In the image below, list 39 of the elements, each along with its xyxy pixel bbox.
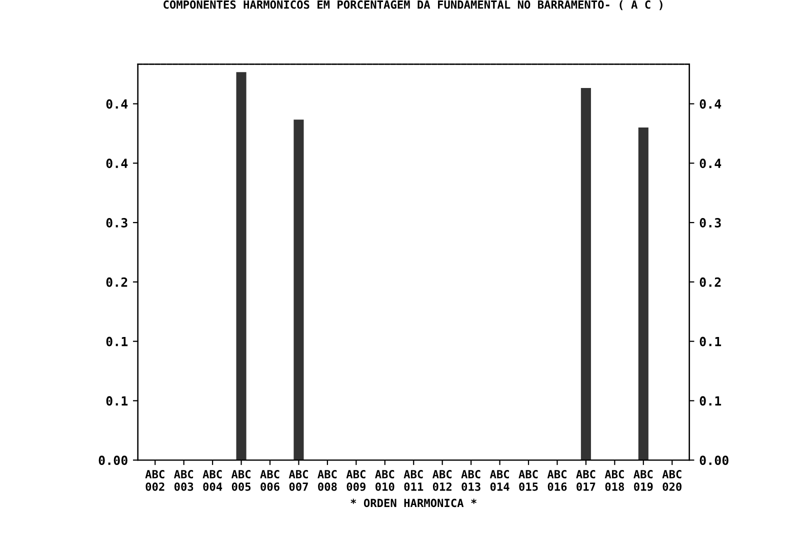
y2-tick-label: 0.4 <box>700 158 722 168</box>
y-tick-label: 0.00 <box>98 456 128 466</box>
y-tick-label: 0.1 <box>106 396 128 406</box>
x-tick-label: ABC 009 <box>346 470 366 491</box>
x-tick-label: ABC 017 <box>576 470 596 491</box>
y2-tick-label: 0.1 <box>700 336 722 346</box>
bar <box>236 72 246 460</box>
x-tick-label: ABC 002 <box>145 470 164 491</box>
y-tick-label: 0.1 <box>106 336 128 346</box>
y-tick-label: 0.2 <box>106 277 128 287</box>
y-tick-label: 0.3 <box>106 218 128 228</box>
x-tick-label: ABC 015 <box>518 470 538 491</box>
x-tick-label: ABC 012 <box>432 470 452 491</box>
x-tick-label: ABC 013 <box>461 470 480 491</box>
bar <box>638 128 648 460</box>
y2-tick-label: 0.00 <box>700 456 728 466</box>
x-tick-label: ABC 016 <box>547 470 567 491</box>
y2-tick-label: 0.2 <box>700 277 721 287</box>
x-axis-title: * ORDEN HARMONICA * <box>350 498 476 508</box>
y2-tick-label: 0.1 <box>700 396 722 406</box>
y2-tick-label: 0.4 <box>700 99 722 109</box>
x-tick-label: ABC 010 <box>375 470 394 491</box>
bar <box>294 120 304 460</box>
x-tick-label: ABC 020 <box>662 470 682 491</box>
x-tick-label: ABC 019 <box>634 470 653 491</box>
y2-tick-label: 0.3 <box>700 218 721 228</box>
x-tick-label: ABC 018 <box>604 470 624 491</box>
x-tick-label: ABC 006 <box>260 470 280 491</box>
x-tick-label: ABC 008 <box>318 470 337 491</box>
x-tick-label: ABC 007 <box>288 470 308 491</box>
y-tick-label: 0.4 <box>106 99 128 109</box>
x-tick-label: ABC 011 <box>404 470 424 491</box>
x-tick-label: ABC 004 <box>202 470 222 491</box>
chart-title: COMPONENTES HARMONICOS EM PORCENTAGEM DA FUNDAMENTAL NO BARRAMENTO- ( A C ) <box>164 0 662 10</box>
y-tick-label: 0.4 <box>106 158 128 168</box>
x-tick-label: ABC 003 <box>174 470 194 491</box>
x-tick-label: ABC 014 <box>490 470 510 491</box>
x-tick-label: ABC 005 <box>231 470 251 491</box>
bar <box>580 88 591 460</box>
